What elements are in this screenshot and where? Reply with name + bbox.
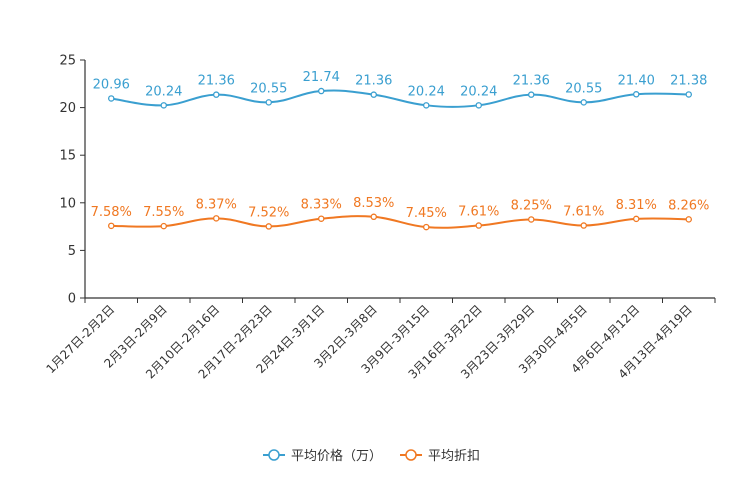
data-point[interactable]: [528, 216, 535, 223]
y-tick-label: 25: [59, 54, 76, 69]
data-label: 21.38: [670, 73, 707, 88]
data-point[interactable]: [475, 222, 482, 229]
data-label: 7.55%: [143, 205, 184, 220]
series-line-0: [111, 89, 689, 108]
data-point[interactable]: [685, 91, 693, 98]
data-label: 20.55: [565, 81, 602, 96]
data-label: 8.26%: [668, 198, 709, 213]
data-point[interactable]: [212, 91, 220, 98]
data-point[interactable]: [528, 91, 535, 98]
data-label: 21.40: [618, 73, 655, 88]
legend-label: 平均价格（万）: [291, 448, 382, 464]
data-point[interactable]: [317, 87, 325, 95]
data-label: 7.52%: [248, 205, 289, 220]
data-point[interactable]: [212, 215, 220, 222]
data-label: 8.25%: [511, 198, 552, 213]
data-point[interactable]: [108, 222, 115, 230]
y-tick-label: 10: [59, 196, 76, 211]
data-point[interactable]: [580, 99, 588, 106]
legend-marker-icon: [268, 449, 280, 461]
data-point[interactable]: [108, 95, 115, 102]
y-tick-label: 15: [59, 149, 76, 164]
data-point[interactable]: [633, 91, 640, 98]
y-tick-label: 0: [68, 292, 76, 307]
data-point[interactable]: [370, 213, 377, 221]
legend-item-0[interactable]: 平均价格（万）: [263, 448, 382, 464]
data-label: 21.74: [303, 70, 340, 85]
data-point[interactable]: [685, 216, 693, 223]
data-label: 21.36: [198, 74, 235, 89]
y-tick-label: 20: [59, 101, 76, 116]
data-point[interactable]: [317, 215, 325, 222]
data-label: 8.37%: [196, 197, 237, 212]
data-label: 20.55: [250, 81, 287, 96]
data-point[interactable]: [475, 102, 482, 109]
data-label: 8.31%: [616, 198, 657, 213]
y-tick-label: 5: [68, 244, 76, 259]
data-label: 7.58%: [91, 205, 132, 220]
data-label: 20.96: [93, 77, 130, 92]
data-point[interactable]: [370, 91, 377, 98]
data-label: 7.61%: [458, 205, 499, 220]
legend-marker-icon: [405, 449, 417, 461]
data-label: 21.36: [355, 74, 392, 89]
data-label: 21.36: [513, 74, 550, 89]
data-point[interactable]: [265, 99, 272, 106]
data-label: 20.24: [408, 84, 445, 99]
data-point[interactable]: [422, 223, 430, 231]
series-line-1: [111, 215, 689, 229]
data-point[interactable]: [265, 223, 272, 230]
data-label: 8.53%: [353, 196, 394, 211]
data-label: 7.61%: [563, 205, 604, 220]
data-point[interactable]: [422, 102, 430, 109]
data-label: 20.24: [460, 84, 497, 99]
data-point[interactable]: [580, 222, 588, 229]
data-point[interactable]: [160, 222, 167, 230]
legend-label: 平均折扣: [428, 449, 480, 464]
data-label: 20.24: [145, 84, 182, 99]
data-label: 7.45%: [406, 206, 447, 221]
data-point[interactable]: [633, 215, 640, 223]
data-label: 8.33%: [301, 198, 342, 213]
legend-item-1[interactable]: 平均折扣: [400, 449, 480, 464]
data-point[interactable]: [160, 102, 167, 109]
